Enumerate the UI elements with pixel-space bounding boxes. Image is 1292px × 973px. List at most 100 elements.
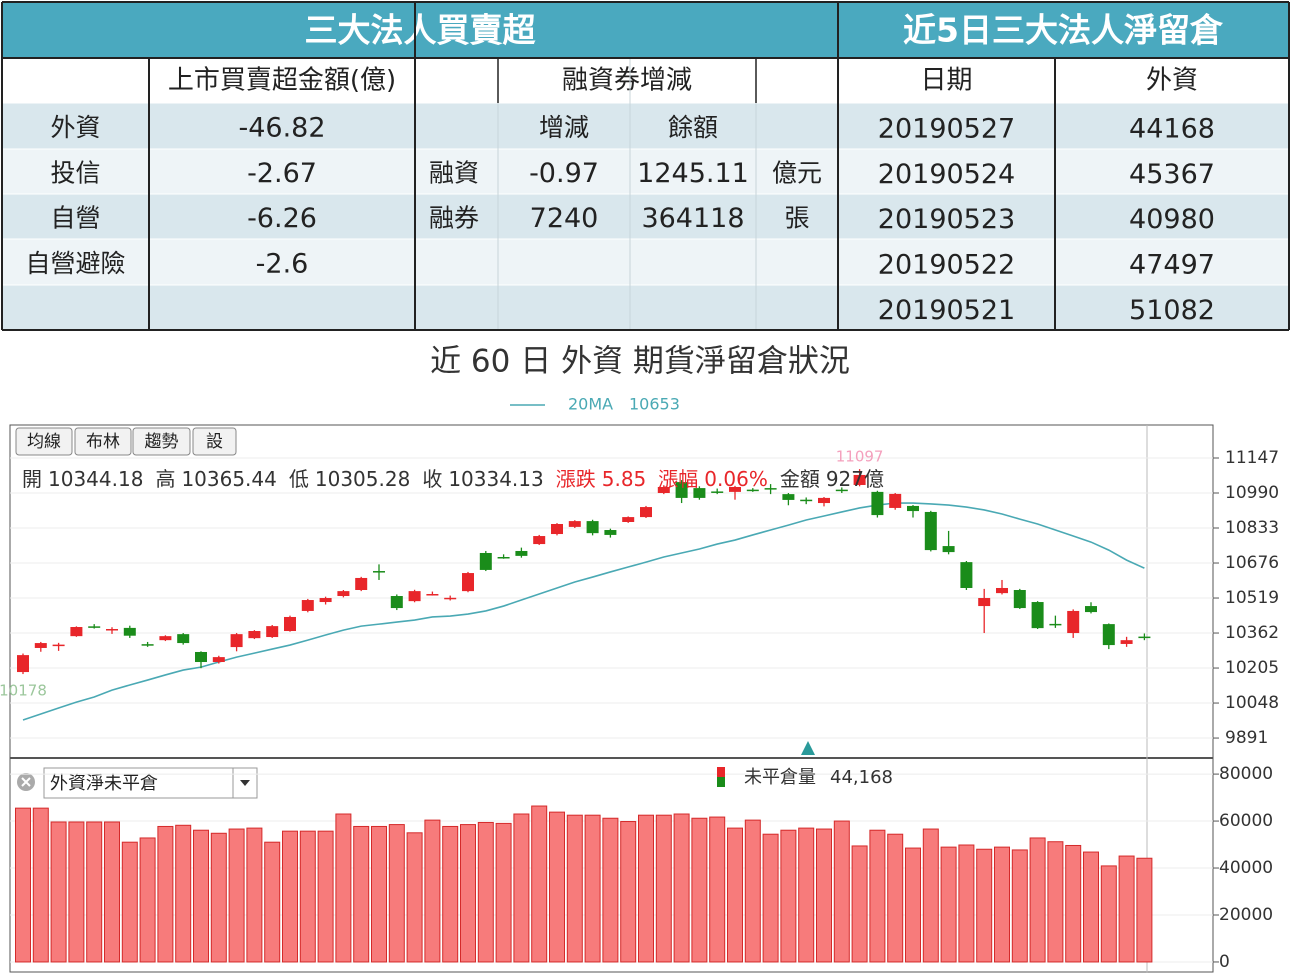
candle-body <box>515 550 528 556</box>
bar <box>157 825 174 963</box>
table-cell: -46.82 <box>238 113 325 144</box>
candle-body <box>996 587 1008 594</box>
candle-body <box>444 597 457 600</box>
candle-body <box>230 634 243 648</box>
candle-body <box>1031 602 1044 629</box>
candle-body <box>248 631 261 639</box>
bar-legend-value: 44,168 <box>830 767 893 788</box>
toolbar-button-label: 均線 <box>27 432 61 452</box>
table-cell: 44168 <box>1129 114 1215 145</box>
bar <box>15 807 31 963</box>
candle-body <box>604 530 617 535</box>
bar <box>264 841 281 963</box>
quote-value: 10334.13 <box>448 467 543 491</box>
table-title-bg <box>2 2 838 58</box>
legend-icon-down <box>717 777 725 787</box>
candle-body <box>924 511 937 551</box>
candle-body <box>978 598 991 607</box>
toolbar-button[interactable] <box>132 427 191 456</box>
toolbar-button-label: 布林 <box>86 432 120 452</box>
table-cell: 自營避險 <box>25 249 125 278</box>
toolbar-button[interactable] <box>192 427 237 456</box>
bar <box>495 822 512 963</box>
bar <box>816 828 832 963</box>
quote-label: 金額 <box>780 467 820 491</box>
table-cell: 20190522 <box>878 250 1015 281</box>
legend-icon-up <box>717 767 725 777</box>
bar <box>175 824 192 963</box>
bar <box>940 846 957 963</box>
candle-body <box>106 629 118 631</box>
candle-body <box>319 598 332 603</box>
dropdown-arrow <box>240 780 250 786</box>
quote-value: 10305.28 <box>315 467 410 491</box>
marker-triangle <box>801 741 815 755</box>
candle-body <box>693 488 706 498</box>
candle-body <box>34 643 47 648</box>
table-cell: 融券 <box>429 204 479 233</box>
candle-body <box>266 626 279 638</box>
dropdown[interactable] <box>43 767 258 799</box>
bar <box>86 821 103 963</box>
table-cell: 45367 <box>1129 159 1215 190</box>
bar <box>210 832 227 963</box>
toolbar-button[interactable] <box>74 427 132 456</box>
bar <box>1011 849 1028 963</box>
candle-body <box>640 507 652 518</box>
bar <box>549 811 565 963</box>
candle-body <box>462 573 474 592</box>
candle-body <box>408 591 421 602</box>
low-annotation: 10178 <box>0 682 47 700</box>
bar <box>299 830 316 963</box>
bar <box>691 817 708 963</box>
bar <box>727 827 743 963</box>
bar <box>833 820 850 963</box>
candle-body <box>284 616 296 632</box>
bar <box>317 830 334 963</box>
candle-body <box>426 594 439 596</box>
bar-legend-label: 未平倉量 <box>744 767 816 788</box>
bar <box>32 807 49 963</box>
table-cell: 7240 <box>530 203 599 234</box>
candle-body <box>853 474 866 485</box>
bar <box>851 845 868 963</box>
candle-body <box>1013 589 1026 609</box>
table-header: 融資券增減 <box>562 66 692 96</box>
bar <box>1118 855 1135 963</box>
quote-label: 低 <box>289 467 309 491</box>
candle-body <box>1067 610 1080 634</box>
table-header: 上市買賣超金額(億) <box>168 66 396 96</box>
bar <box>50 821 67 963</box>
candle-body <box>70 627 83 637</box>
dropdown-label: 外資淨未平倉 <box>50 773 158 794</box>
table-title-bg <box>838 2 1289 58</box>
candle-body <box>301 600 314 611</box>
candle-body <box>1120 640 1133 644</box>
y-tick-label: 10833 <box>1225 518 1279 538</box>
bar <box>638 814 654 963</box>
quote-value: 10344.18 <box>48 467 143 491</box>
bar <box>424 819 441 963</box>
quote-value: 5.85 <box>602 467 647 491</box>
legend-value: 10653 <box>629 395 680 414</box>
bar <box>371 825 387 963</box>
close-icon-x <box>21 777 31 787</box>
toolbar-button-label: 趨勢 <box>145 432 179 452</box>
toolbar-button-label: 設 <box>206 432 223 452</box>
bar <box>282 830 298 963</box>
bar <box>477 821 494 963</box>
table-cell: 51082 <box>1129 295 1215 326</box>
candle-body <box>835 489 848 492</box>
toolbar-button[interactable] <box>15 427 73 456</box>
table-cell: 張 <box>784 204 809 233</box>
candle-body <box>960 562 973 588</box>
legend-label: 20MA <box>568 395 613 414</box>
table-cell: 364118 <box>641 203 744 234</box>
candle-body <box>1049 623 1062 626</box>
candle-body <box>17 655 29 673</box>
bar <box>104 821 120 963</box>
candle-body <box>711 491 724 493</box>
bar <box>976 848 993 963</box>
